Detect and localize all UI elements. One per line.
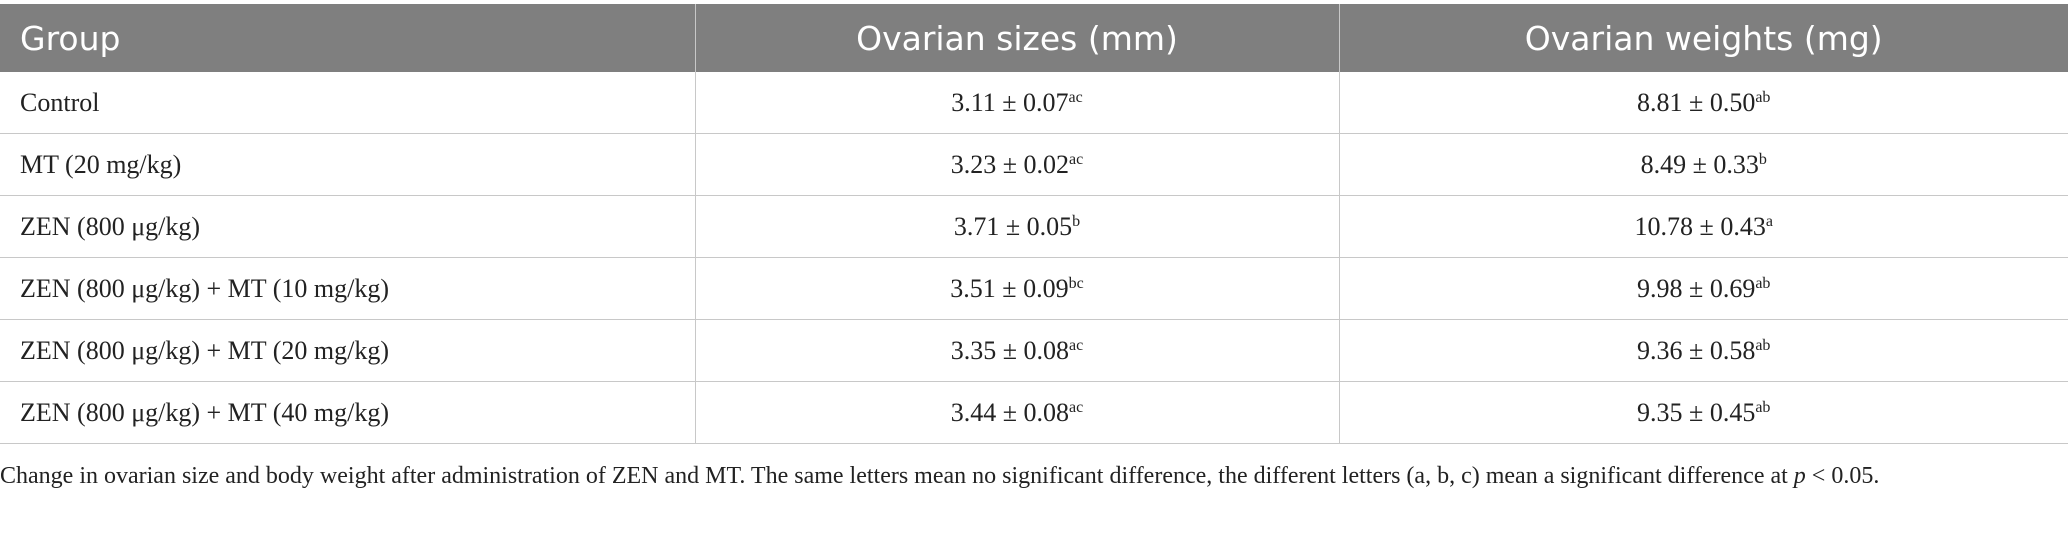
table-row: Control 3.11 ± 0.07ac 8.81 ± 0.50ab (0, 72, 2068, 134)
weight-cell-superscript: b (1758, 150, 1767, 168)
size-cell: 3.35 ± 0.08ac (694, 319, 1340, 382)
table-row: ZEN (800 μg/kg) 3.71 ± 0.05b 10.78 ± 0.43a (0, 195, 2068, 258)
table-row: ZEN (800 μg/kg) + MT (20 mg/kg) 3.35 ± 0.… (0, 319, 2068, 382)
weight-cell-value: 9.98 ± 0.69 (1637, 273, 1756, 303)
weight-cell-value: 8.81 ± 0.50 (1637, 87, 1756, 117)
size-cell-superscript: ac (1069, 150, 1084, 168)
size-cell: 3.51 ± 0.09bc (694, 257, 1340, 320)
size-cell: 3.44 ± 0.08ac (694, 381, 1340, 444)
group-cell: ZEN (800 μg/kg) (0, 195, 696, 258)
caption-end: < 0.05. (1811, 463, 1880, 489)
group-cell: ZEN (800 μg/kg) + MT (40 mg/kg) (0, 381, 696, 444)
weight-cell: 9.35 ± 0.45ab (1338, 381, 2068, 444)
size-cell-superscript: bc (1068, 274, 1084, 292)
group-cell: ZEN (800 μg/kg) + MT (10 mg/kg) (0, 257, 696, 320)
size-cell-superscript: ac (1069, 336, 1084, 354)
weight-cell: 8.81 ± 0.50ab (1338, 72, 2068, 134)
size-cell-superscript: ac (1068, 88, 1083, 106)
weight-cell-superscript: ab (1755, 274, 1771, 292)
group-cell: ZEN (800 μg/kg) + MT (20 mg/kg) (0, 319, 696, 382)
header-cell: Group (0, 4, 695, 72)
size-cell: 3.23 ± 0.02ac (694, 133, 1340, 196)
header-row: Group Ovarian sizes (mm) Ovarian weights (… (0, 4, 2068, 72)
size-cell-value: 3.11 ± 0.07 (951, 87, 1069, 117)
header-cell: Ovarian sizes (mm) (694, 4, 1339, 72)
size-cell-value: 3.35 ± 0.08 (950, 335, 1070, 365)
size-cell: 3.71 ± 0.05b (694, 195, 1340, 258)
size-cell-superscript: b (1072, 212, 1081, 230)
table-row: ZEN (800 μg/kg) + MT (10 mg/kg) 3.51 ± 0.… (0, 257, 2068, 320)
group-cell: Control (0, 72, 696, 134)
size-cell-superscript: ac (1069, 398, 1084, 416)
weight-cell-superscript: ab (1755, 88, 1771, 106)
table-body: Control 3.11 ± 0.07ac 8.81 ± 0.50ab MT (20 … (0, 72, 2068, 444)
size-cell-value: 3.51 ± 0.09 (950, 273, 1069, 303)
weight-cell-superscript: ab (1755, 398, 1771, 416)
table-row: MT (20 mg/kg) 3.23 ± 0.02ac 8.49 ± 0.33b (0, 133, 2068, 196)
size-cell-value: 3.23 ± 0.02 (950, 149, 1070, 179)
caption: Change in ovarian size and body weight a… (0, 444, 2000, 496)
weight-cell-value: 10.78 ± 0.43 (1634, 211, 1766, 241)
size-cell-value: 3.71 ± 0.05 (953, 211, 1073, 241)
table-row: ZEN (800 μg/kg) + MT (40 mg/kg) 3.44 ± 0.… (0, 381, 2068, 444)
size-cell: 3.11 ± 0.07ac (694, 72, 1340, 134)
weight-cell-value: 9.35 ± 0.45 (1637, 397, 1756, 427)
caption-italic: p (1793, 463, 1806, 489)
weight-cell-superscript: ab (1755, 336, 1771, 354)
size-cell-value: 3.44 ± 0.08 (950, 397, 1070, 427)
data-table: Group Ovarian sizes (mm) Ovarian weights (… (0, 4, 2068, 444)
weight-cell-value: 8.49 ± 0.33 (1640, 149, 1759, 179)
weight-cell-value: 9.36 ± 0.58 (1637, 335, 1756, 365)
weight-cell-superscript: a (1765, 212, 1773, 230)
weight-cell: 9.36 ± 0.58ab (1338, 319, 2068, 382)
weight-cell: 10.78 ± 0.43a (1338, 195, 2068, 258)
caption-text: Change in ovarian size and body weight a… (0, 463, 1788, 489)
header-cell: Ovarian weights (mg) (1338, 4, 2068, 72)
weight-cell: 9.98 ± 0.69ab (1338, 257, 2068, 320)
group-cell: MT (20 mg/kg) (0, 133, 696, 196)
page: Group Ovarian sizes (mm) Ovarian weights (… (0, 4, 2068, 538)
weight-cell: 8.49 ± 0.33b (1338, 133, 2068, 196)
